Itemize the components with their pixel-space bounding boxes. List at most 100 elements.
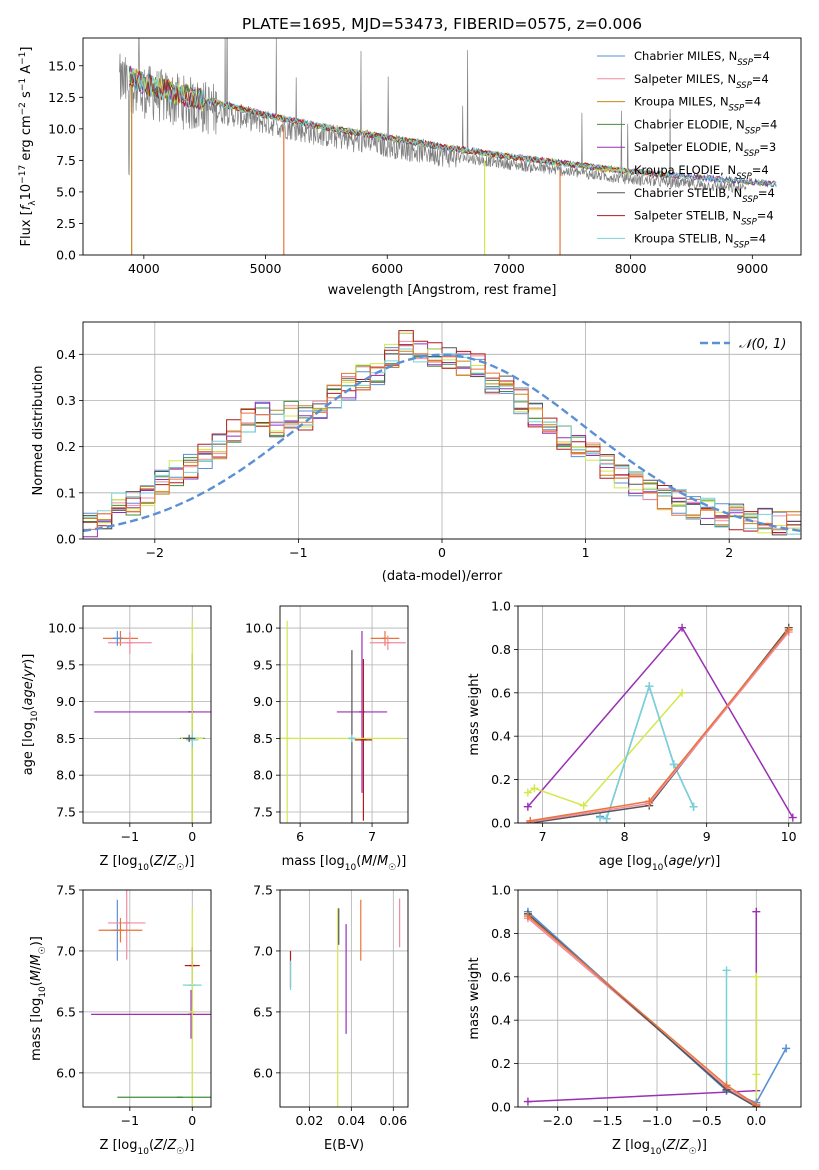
label-part: age xyxy=(21,681,36,705)
x-tick-label: 7000 xyxy=(493,261,525,276)
legend-label: Kroupa ELODIE, N xyxy=(634,163,736,177)
errorbar-point xyxy=(107,631,152,654)
x-axis-label: mass [log10(M/M☉)] xyxy=(282,854,407,873)
y-tick-label: 0.0 xyxy=(491,1100,511,1115)
label-part: age [log xyxy=(599,854,652,869)
y-tick-label: 7.5 xyxy=(253,804,273,819)
legend-sub: SSP xyxy=(744,149,760,159)
y-tick-label: 0.8 xyxy=(491,642,511,657)
label-part: Z xyxy=(679,1138,690,1153)
legend-entry: Salpeter ELODIE, NSSP=3 xyxy=(634,140,776,159)
label-part: s xyxy=(19,91,34,102)
mass-vs-ebv-panel: 0.02 0.04 0.06 6.0 6.5 7.0 7.5 E(B-V) xyxy=(253,883,409,1153)
label-part: erg cm xyxy=(19,115,34,164)
label-part: / xyxy=(675,1138,680,1153)
x-tick-label: 0 xyxy=(188,1113,196,1128)
model-spectrum-line xyxy=(128,69,668,179)
legend-label: Salpeter ELODIE, N xyxy=(634,140,744,154)
plot-area xyxy=(523,623,797,823)
label-part: Z [log xyxy=(100,1138,138,1153)
label-part: 10 xyxy=(19,184,34,201)
weight-line xyxy=(527,692,683,807)
errorbar-point xyxy=(98,918,143,943)
gaussian-curve xyxy=(83,353,801,533)
legend-label: Kroupa STELIB, N xyxy=(634,231,734,245)
label-part: yr xyxy=(21,662,36,678)
label-part: ] xyxy=(19,47,34,52)
y-tick-label: 2.5 xyxy=(56,216,76,231)
x-tick-label: −1.0 xyxy=(642,1113,672,1128)
errorbar-point xyxy=(186,732,199,748)
label-part: ☉ xyxy=(689,1147,697,1157)
weight-marker xyxy=(523,788,532,797)
label-part: f xyxy=(19,203,34,210)
label-part: −1 xyxy=(18,78,28,91)
y-tick-label: 7.5 xyxy=(56,883,76,898)
axes-frame xyxy=(279,889,409,1108)
weight-vs-metallicity-panel: −2.0 −1.5 −1.0 −0.5 0.0 0.0 0.2 0.4 0.6 0.8 1.0 Z [… xyxy=(467,883,802,1157)
x-tick-label: 6000 xyxy=(371,261,403,276)
weight-marker xyxy=(752,972,761,981)
weight-marker xyxy=(523,912,532,921)
label-part: 10 xyxy=(652,863,664,873)
errorbar-point xyxy=(189,908,196,1107)
y-axis-label: mass [log10(M/M☉)] xyxy=(29,936,48,1061)
legend-sub: SSP xyxy=(736,81,752,91)
axes-frame xyxy=(82,37,802,256)
figure-title: PLATE=1695, MJD=53473, FIBERID=0575, z=0… xyxy=(242,15,642,33)
y-tick-label: 10.0 xyxy=(48,121,76,136)
label-part: ( xyxy=(663,854,668,869)
x-tick-label: 8 xyxy=(621,829,629,844)
label-part: −17 xyxy=(18,165,28,184)
y-tick-label: 6.0 xyxy=(253,1065,273,1080)
label-part: 10 xyxy=(650,1147,662,1157)
y-tick-label: 10.0 xyxy=(48,621,76,636)
label-part: / xyxy=(373,854,378,869)
label-part: Z [log xyxy=(100,854,138,869)
legend-entry: Chabrier MILES, NSSP=4 xyxy=(634,49,770,68)
label-part: −2 xyxy=(18,102,28,115)
label-part: yr xyxy=(696,854,712,869)
legend-tail: =4 xyxy=(753,49,770,63)
legend-entry: Kroupa STELIB, NSSP=4 xyxy=(634,231,766,250)
weight-marker xyxy=(523,802,532,811)
legend-tail: =4 xyxy=(752,72,769,86)
legend-tail: =4 xyxy=(757,209,774,223)
label-part: )] xyxy=(29,936,44,946)
y-tick-label: 6.5 xyxy=(56,1004,76,1019)
label-part: λ xyxy=(28,200,38,206)
legend-sub: SSP xyxy=(736,172,752,182)
label-part: M xyxy=(29,954,44,965)
x-tick-label: 0.06 xyxy=(379,1113,407,1128)
y-tick-label: 0.2 xyxy=(491,1056,511,1071)
errorbar-point xyxy=(370,631,400,646)
label-part: M xyxy=(377,854,388,869)
x-tick-label: 9 xyxy=(703,829,711,844)
label-part: Z xyxy=(153,854,164,869)
weight-line xyxy=(527,911,758,1103)
errorbar-point xyxy=(348,734,356,743)
label-part: Z xyxy=(666,1138,677,1153)
label-part: Z xyxy=(166,1138,177,1153)
label-part: ☉ xyxy=(38,946,48,954)
errorbar-point xyxy=(354,658,373,821)
x-tick-label: −2.0 xyxy=(543,1113,573,1128)
errorbar-point xyxy=(336,631,388,793)
label-part: )] xyxy=(697,1138,707,1153)
y-tick-label: 9.5 xyxy=(56,657,76,672)
y-tick-label: 0.0 xyxy=(491,816,511,831)
label-part: Z xyxy=(153,1138,164,1153)
x-tick-label: 0 xyxy=(438,545,446,560)
legend-entry: Salpeter STELIB, NSSP=4 xyxy=(634,209,774,228)
weight-marker xyxy=(782,1044,791,1053)
label-part: 10 xyxy=(137,863,149,873)
y-tick-label: 7.5 xyxy=(253,883,273,898)
plot-area xyxy=(280,620,406,823)
y-tick-label: 0.4 xyxy=(56,347,76,362)
y-tick-label: 0.6 xyxy=(491,685,511,700)
y-axis-label: mass weight xyxy=(467,673,482,755)
x-tick-label: −1 xyxy=(121,829,139,844)
errorbar-point xyxy=(112,631,123,646)
label-part: ( xyxy=(149,1138,154,1153)
